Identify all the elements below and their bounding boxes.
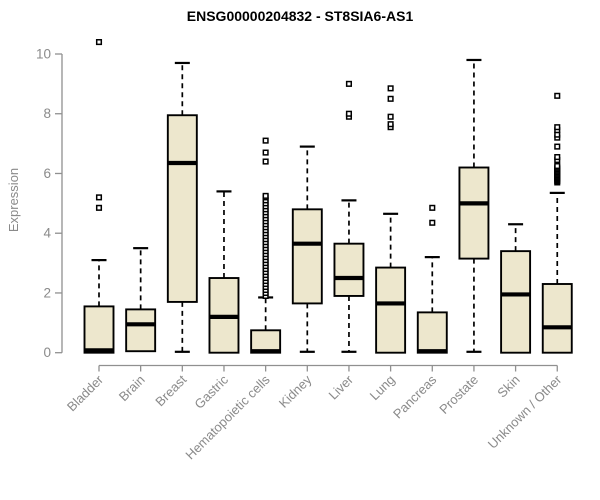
x-tick-label-liver: Liver [326, 372, 357, 403]
iqr-box [125, 308, 157, 353]
y-tick-label: 2 [43, 285, 51, 300]
x-tick-label-kidney: Kidney [276, 372, 315, 411]
x-tick-label-unknown-other: Unknown / Other [485, 372, 565, 452]
box-group-bladder [83, 39, 115, 354]
outlier-point [95, 204, 103, 211]
outlier-point [387, 113, 394, 120]
outlier-point [554, 154, 561, 161]
outlier-point [95, 194, 103, 201]
x-tick-label-breast: Breast [152, 372, 189, 409]
outlier-point [387, 85, 394, 92]
outlier-point [345, 80, 353, 87]
iqr-box [500, 250, 532, 354]
y-tick-label: 10 [36, 47, 51, 62]
x-tick-label-gastric: Gastric [191, 372, 231, 412]
y-tick-label: 8 [43, 106, 51, 121]
x-tick-label-prostate: Prostate [436, 372, 481, 417]
iqr-box [416, 311, 448, 354]
x-tick-label-skin: Skin [494, 372, 522, 400]
outlier-point [262, 137, 269, 144]
iqr-box [541, 283, 573, 354]
box-group-skin [500, 223, 532, 354]
box-group-unknown-other [541, 92, 573, 354]
chart-title: ENSG00000204832 - ST8SIA6-AS1 [186, 8, 414, 24]
iqr-box [333, 242, 365, 297]
y-tick-label: 6 [43, 166, 51, 181]
box-group-breast [166, 61, 198, 353]
iqr-box [458, 166, 490, 260]
outlier-point [262, 192, 269, 199]
y-tick-label: 4 [43, 226, 51, 241]
box-group-gastric [208, 190, 240, 354]
outlier-point [387, 95, 394, 102]
x-tick-label-brain: Brain [116, 372, 148, 404]
outlier-point [429, 219, 436, 226]
iqr-box [166, 114, 198, 303]
box-group-liver [333, 80, 365, 353]
box-group-lung [375, 85, 407, 354]
y-axis: 0 2 4 6 8 10 [36, 47, 63, 360]
outlier-point [345, 110, 353, 117]
box-group-hematopoietic-cells [250, 137, 282, 354]
box-group-pancreas [416, 204, 448, 354]
x-tick-label-bladder: Bladder [64, 372, 107, 415]
box-group-prostate [458, 58, 490, 353]
outlier-point [262, 149, 269, 156]
outlier-point [387, 121, 394, 128]
outlier-point [554, 143, 561, 150]
box-group-kidney [291, 145, 323, 353]
iqr-box [291, 208, 323, 305]
iqr-box [83, 305, 115, 354]
outlier-point [554, 92, 561, 99]
x-tick-label-lung: Lung [367, 372, 398, 403]
outlier-point [554, 124, 561, 131]
outlier-point [429, 204, 436, 211]
x-tick-label-pancreas: Pancreas [390, 372, 440, 422]
iqr-box [375, 266, 407, 354]
y-tick-label: 0 [43, 345, 51, 360]
box-group-brain [125, 247, 157, 353]
outlier-point [262, 158, 269, 165]
outlier-point [554, 162, 561, 170]
outlier-point [95, 39, 103, 46]
